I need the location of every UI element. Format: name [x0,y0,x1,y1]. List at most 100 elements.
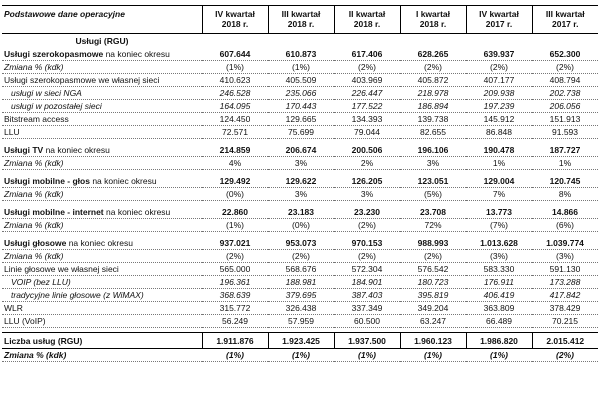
row-value: 176.911 [466,275,532,289]
row-value: 246.528 [202,86,268,100]
row-value: (2%) [334,249,400,263]
row-value: 326.438 [268,301,334,315]
row-value: 4% [202,156,268,170]
row-value: (2%) [334,60,400,74]
row-value: 403.969 [334,73,400,87]
table-row: Linie głosowe we własnej sieci 565.000 568… [2,262,598,276]
row-label-text: Zmiana % (kdk) [4,251,64,261]
row-label: LLU (VoIP) [2,314,202,328]
row-label-text: Usługi mobilne - głos [4,175,90,186]
row-value: 1.911.876 [201,332,268,349]
row-value: (1%) [202,348,268,362]
row-value: 583.330 [466,262,532,276]
row-label-text: usługi w pozostałej sieci [11,101,102,111]
row-value: 1% [466,156,532,170]
row-value: 408.794 [532,73,598,87]
row-value: 639.937 [466,47,532,61]
row-value: 315.772 [202,301,268,315]
table-row: WLR 315.772 326.438 337.349 349.204 363.809 37… [2,301,598,315]
table-row: tradycyjne linie głosowe (z WiMAX) 368.63… [2,288,598,302]
row-value: 607.644 [202,47,268,61]
table-row: Bitstream access 124.450 129.665 134.393 139… [2,112,598,126]
row-value: 196.106 [400,143,466,157]
row-value: 60.500 [334,314,400,328]
row-value: 129.622 [268,174,334,188]
row-value: 13.773 [466,205,532,219]
row-value: (1%) [334,348,400,362]
row-value: 610.873 [268,47,334,61]
row-value: (2%) [202,249,268,263]
row-label-text: LLU (VoIP) [4,316,46,326]
row-label: Liczba usług (RGU) [2,332,202,349]
row-label-text: Zmiana % (kdk) [4,189,64,199]
row-label: Usługi szerokopasmowe we własnej sieci [2,73,202,87]
row-value: 75.699 [268,125,334,139]
row-value: 206.674 [268,143,334,157]
row-value: 1.937.500 [333,332,400,349]
row-value: (6%) [532,218,598,232]
row-value: 410.623 [202,73,268,87]
row-value: 196.361 [202,275,268,289]
row-label: Usługi mobilne - głos na koniec okresu [2,174,202,188]
row-value: 3% [268,187,334,201]
row-label-suffix: na koniec okresu [43,144,110,155]
table-row: Zmiana % (kdk) (2%) (2%) (2%) (2%) (3%) (3%) [2,249,598,263]
row-value: 126.205 [334,174,400,188]
row-value: 576.542 [400,262,466,276]
row-value: (2%) [532,60,598,74]
row-label-text: Usługi mobilne - internet [4,206,104,217]
row-label: LLU [2,125,202,139]
row-value: 188.981 [268,275,334,289]
row-label-text: usługi w sieci NGA [11,88,82,98]
table-row: usługi w pozostałej sieci 164.095 170.443 1… [2,99,598,113]
row-value: 129.665 [268,112,334,126]
row-value: 145.912 [466,112,532,126]
row-value: 988.993 [400,236,466,250]
table-row: Zmiana % (kdk) (1%) (1%) (1%) (1%) (1%) (2%) [2,348,598,362]
row-value: 368.639 [202,288,268,302]
row-value: 572.304 [334,262,400,276]
row-value: 170.443 [268,99,334,113]
row-label-text: Usługi głosowe [4,237,67,248]
table-row: Liczba usług (RGU) 1.911.876 1.923.425 1.93… [2,332,598,349]
row-label: Zmiana % (kdk) [2,249,202,263]
row-value: 417.842 [532,288,598,302]
row-value: 937.021 [202,236,268,250]
row-value: 72.571 [202,125,268,139]
row-value: 23.183 [268,205,334,219]
row-label-text: Bitstream access [4,114,69,124]
row-value: 214.859 [202,143,268,157]
row-label: Zmiana % (kdk) [2,348,202,362]
row-value: 187.727 [532,143,598,157]
row-value: 23.230 [334,205,400,219]
row-value: (3%) [532,249,598,263]
row-value: 184.901 [334,275,400,289]
row-value: 7% [466,187,532,201]
row-value: 180.723 [400,275,466,289]
row-value: (0%) [202,187,268,201]
row-value: 3% [268,156,334,170]
table-row: Usługi mobilne - internet na koniec okre… [2,205,598,219]
row-value: 197.239 [466,99,532,113]
row-value: 79.044 [334,125,400,139]
row-value: 200.506 [334,143,400,157]
row-value: 953.073 [268,236,334,250]
year-label: 2017 r. [552,19,579,29]
row-value: 2% [334,156,400,170]
row-label: WLR [2,301,202,315]
row-value: 82.655 [400,125,466,139]
table-row: Zmiana % (kdk) 4% 3% 2% 3% 1% 1% [2,156,598,170]
row-value: 349.204 [400,301,466,315]
row-label: Bitstream access [2,112,202,126]
row-value: 190.478 [466,143,532,157]
row-label-text: Linie głosowe we własnej sieci [4,264,119,274]
row-label: Zmiana % (kdk) [2,218,202,232]
row-value: 378.429 [532,301,598,315]
year-label: 2018 r. [221,19,249,29]
row-label-text: Zmiana % (kdk) [4,62,64,72]
row-label-text: Zmiana % (kdk) [4,220,64,230]
row-value: 568.676 [268,262,334,276]
row-value: 129.492 [202,174,268,188]
row-value: 14.866 [532,205,598,219]
row-value: (1%) [268,60,334,74]
